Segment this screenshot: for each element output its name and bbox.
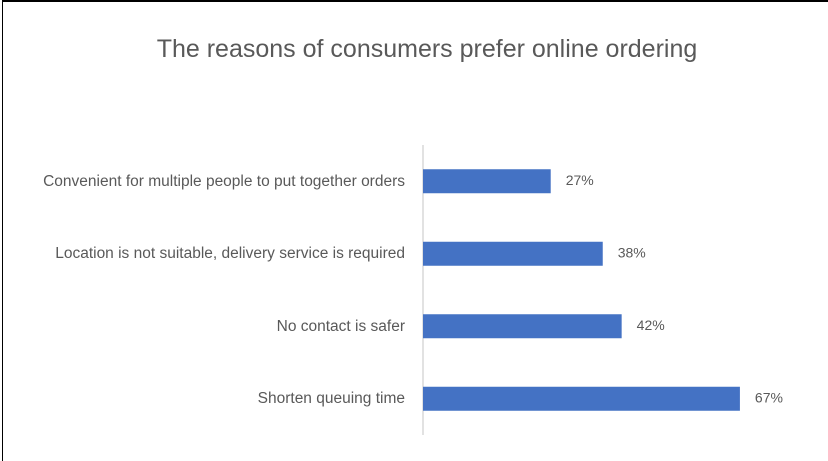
category-text: Shorten queuing time xyxy=(257,390,405,408)
category-text: Location is not suitable, delivery servi… xyxy=(55,245,405,263)
value-label: 27% xyxy=(566,172,594,188)
bar xyxy=(423,169,551,194)
bar xyxy=(423,314,622,339)
bar xyxy=(423,241,603,266)
category-label: Location is not suitable, delivery servi… xyxy=(15,229,405,279)
category-text: Convenient for multiple people to put to… xyxy=(43,172,405,190)
category-label: Shorten queuing time xyxy=(15,374,405,424)
value-label: 42% xyxy=(637,317,665,333)
chart-title: The reasons of consumers prefer online o… xyxy=(156,35,698,63)
value-label: 67% xyxy=(755,389,783,405)
bar xyxy=(423,386,740,411)
value-label: 38% xyxy=(618,244,646,260)
category-label: No contact is safer xyxy=(15,301,405,351)
category-text: No contact is safer xyxy=(276,317,405,335)
category-label: Convenient for multiple people to put to… xyxy=(15,156,405,206)
